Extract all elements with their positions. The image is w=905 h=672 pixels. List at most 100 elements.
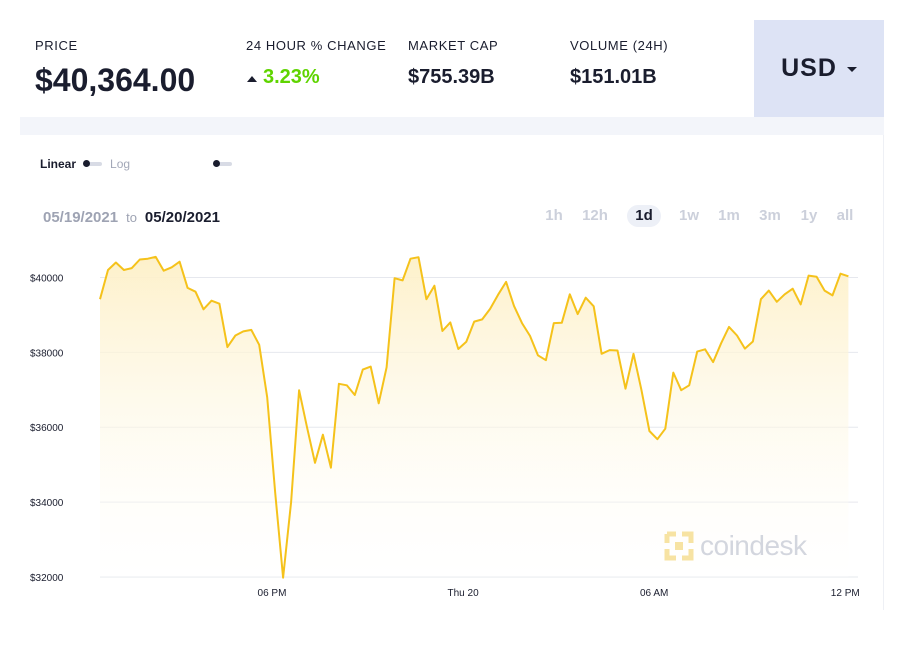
price-point	[99, 298, 101, 300]
price-point	[370, 366, 372, 368]
price-point	[402, 279, 404, 281]
price-point	[553, 322, 555, 324]
coindesk-watermark: coindesk	[664, 530, 807, 562]
range-1m[interactable]: 1m	[718, 207, 740, 224]
price-point	[155, 256, 157, 258]
price-point	[433, 285, 435, 287]
price-point	[298, 389, 300, 391]
price-point	[513, 305, 515, 307]
x-tick-label: 12 PM	[831, 588, 860, 599]
price-point	[282, 577, 284, 579]
price-point	[187, 287, 189, 289]
price-area	[100, 256, 849, 578]
y-tick-label: $34000	[30, 498, 64, 509]
price-point	[633, 353, 635, 355]
secondary-toggle[interactable]	[213, 160, 232, 167]
scale-linear-label[interactable]: Linear	[40, 157, 77, 171]
market-cap-label: MARKET CAP	[408, 38, 499, 53]
price-point	[218, 303, 220, 305]
price-point	[625, 388, 627, 390]
price-line	[99, 255, 849, 579]
time-range-selector: 1h 12h 1d 1w 1m 3m 1y all	[540, 205, 860, 229]
toggle-knob	[83, 160, 91, 167]
price-point	[473, 321, 475, 323]
price-point	[537, 354, 539, 356]
price-point	[601, 353, 603, 355]
price-point	[250, 329, 252, 331]
price-point	[163, 270, 165, 272]
price-point	[107, 269, 109, 271]
price-value: $40,364.00	[35, 62, 196, 98]
date-to-word: to	[126, 210, 137, 225]
price-point	[720, 342, 722, 344]
price-point	[441, 330, 443, 332]
price-point	[664, 428, 666, 430]
price-point	[266, 396, 268, 398]
currency-dropdown[interactable]: USD	[754, 20, 884, 117]
y-tick-label: $36000	[30, 423, 64, 434]
range-1y[interactable]: 1y	[800, 207, 818, 224]
change-percent: 3.23%	[263, 66, 320, 88]
range-all[interactable]: all	[836, 207, 854, 224]
price-point	[609, 349, 611, 351]
price-point	[139, 259, 141, 261]
volume-label: VOLUME (24H)	[570, 38, 669, 53]
price-point	[147, 258, 149, 260]
coindesk-logo-icon	[664, 531, 694, 561]
price-point	[656, 438, 658, 440]
price-point	[195, 291, 197, 293]
price-point	[314, 462, 316, 464]
date-to[interactable]: 05/20/2021	[144, 209, 220, 226]
price-point	[752, 341, 754, 343]
price-point	[179, 261, 181, 263]
price-point	[362, 369, 364, 371]
range-1d[interactable]: 1d	[627, 205, 661, 227]
price-point	[418, 256, 420, 258]
range-12h[interactable]: 12h	[582, 207, 608, 224]
price-point	[545, 359, 547, 361]
price-point	[425, 298, 427, 300]
change-value: 3.23%	[247, 66, 320, 89]
price-point	[242, 330, 244, 332]
price-point	[569, 293, 571, 295]
price-point	[354, 394, 356, 396]
price-point	[386, 366, 388, 368]
price-point	[322, 434, 324, 436]
scale-log-label[interactable]: Log	[110, 157, 131, 171]
price-point	[617, 350, 619, 352]
volume-value: $151.01B	[570, 66, 657, 88]
price-point	[481, 318, 483, 320]
x-tick-label: Thu 20	[448, 588, 480, 599]
price-chart[interactable]: $32000 $34000 $36000 $38000 $40000 06 PM Thu 2…	[0, 240, 905, 610]
header-divider	[20, 117, 884, 135]
price-point	[234, 335, 236, 337]
triangle-up-icon	[247, 75, 257, 82]
price-point	[306, 426, 308, 428]
price-point	[457, 348, 459, 350]
price-point	[728, 326, 730, 328]
range-3m[interactable]: 3m	[759, 207, 781, 224]
price-point	[648, 430, 650, 432]
price-label: PRICE	[35, 38, 78, 53]
price-point	[696, 351, 698, 353]
scale-toggle[interactable]	[83, 160, 103, 167]
price-point	[123, 269, 125, 271]
price-point	[760, 298, 762, 300]
caret-down-icon	[846, 67, 857, 72]
toggle-knob	[213, 160, 220, 167]
price-point	[808, 275, 810, 277]
price-point	[824, 290, 826, 292]
price-point	[330, 467, 332, 469]
price-point	[704, 348, 706, 350]
price-point	[115, 262, 117, 264]
date-from[interactable]: 05/19/2021	[43, 209, 119, 226]
price-point	[378, 402, 380, 404]
price-point	[449, 321, 451, 323]
range-1w[interactable]: 1w	[678, 207, 699, 224]
price-point	[338, 383, 340, 385]
price-point	[736, 335, 738, 337]
panel-border	[883, 135, 884, 610]
price-point	[712, 361, 714, 363]
range-1h[interactable]: 1h	[545, 207, 563, 224]
stats-header: PRICE $40,364.00 24 HOUR % CHANGE 3.23% …	[0, 0, 905, 118]
